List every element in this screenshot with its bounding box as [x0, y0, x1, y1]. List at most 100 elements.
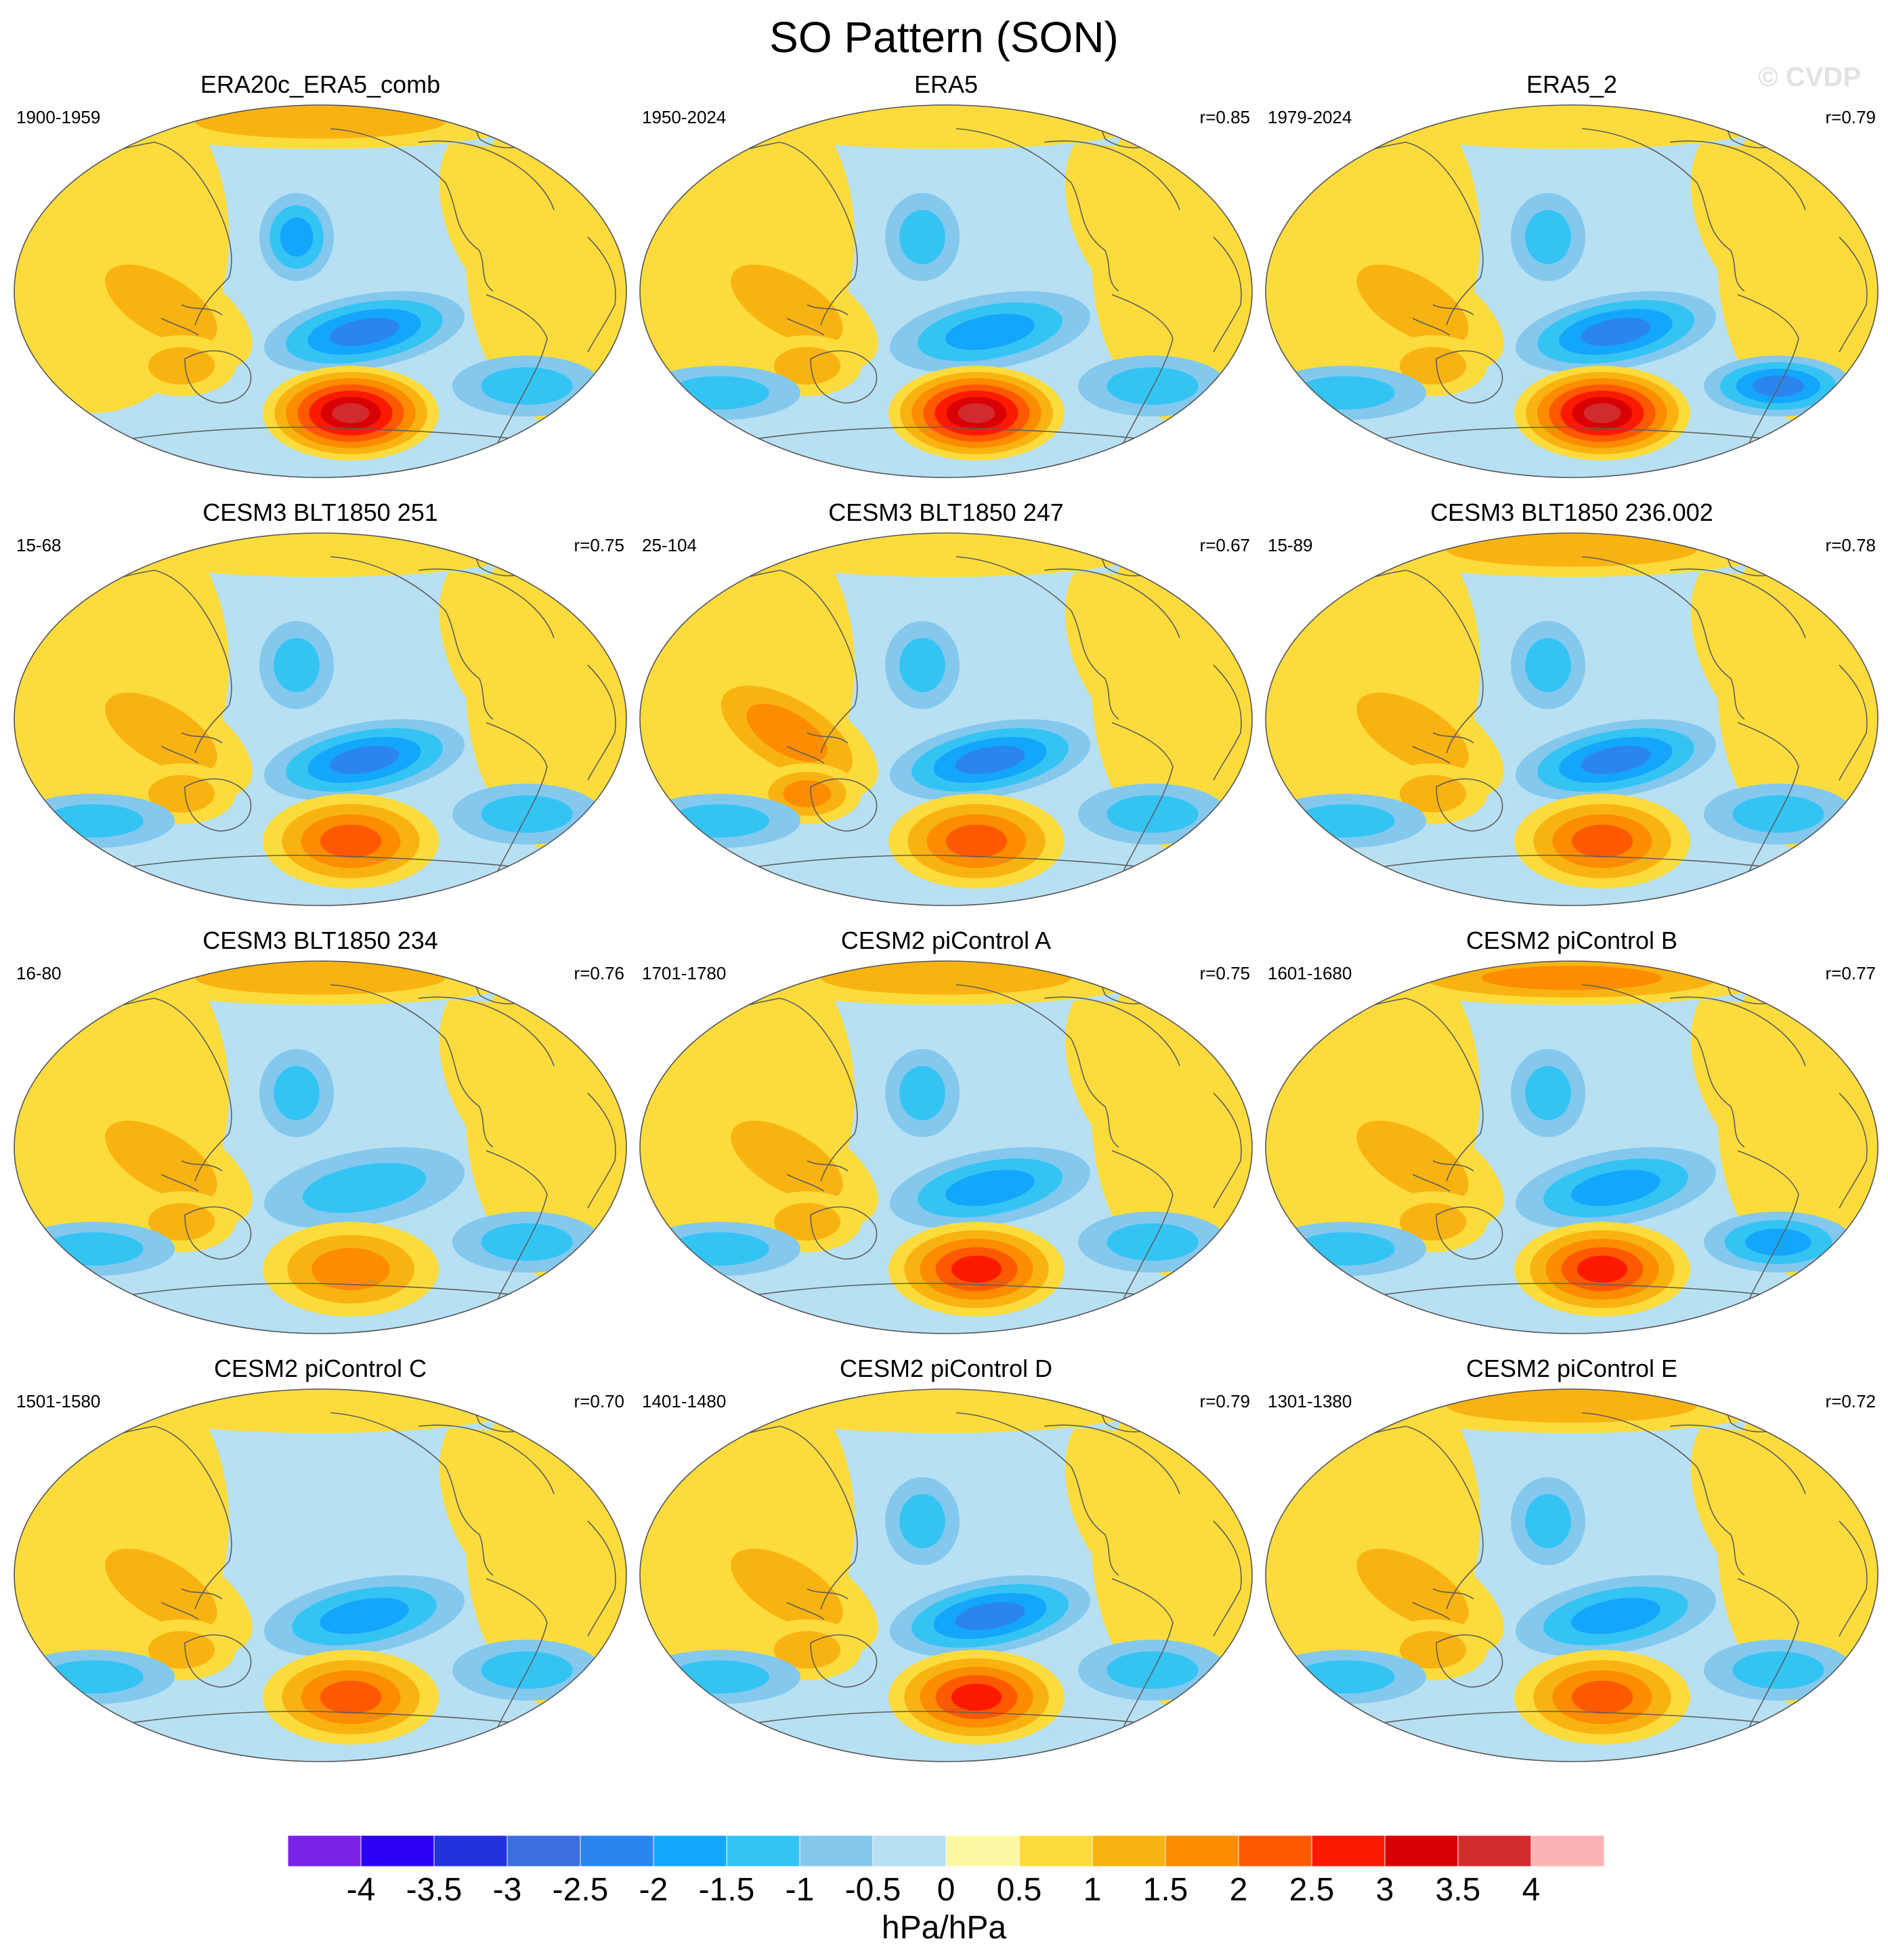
- coastline: [786, 1160, 849, 1192]
- map-svg: [14, 960, 627, 1334]
- contour-positive: [105, 1548, 217, 1629]
- panel-correlation: r=0.79: [1825, 107, 1876, 127]
- contour-positive: [783, 780, 832, 807]
- contour-positive: [105, 264, 217, 345]
- contour-negative: [1525, 210, 1571, 264]
- panel-title: CESM3 BLT1850 234: [202, 926, 438, 954]
- panel-correlation: r=0.85: [1199, 107, 1250, 127]
- coastline: [1581, 128, 1745, 292]
- map-svg: [14, 104, 627, 478]
- coastline: [1213, 236, 1242, 353]
- colorbar-swatch: [433, 1835, 508, 1867]
- colorbar-swatch: [799, 1835, 874, 1867]
- contour-positive: [1583, 403, 1621, 423]
- colorbar-tick-label: 2.5: [1289, 1872, 1335, 1908]
- contour-positive: [958, 403, 995, 423]
- map-border: [14, 532, 627, 906]
- coastline: [1581, 1412, 1745, 1576]
- coastline: [1581, 556, 1745, 720]
- coastline: [1111, 722, 1174, 876]
- colorbar-tick-label: -4: [347, 1872, 376, 1908]
- map-border: [639, 1388, 1253, 1762]
- contour-layer: [14, 105, 626, 461]
- contour-positive: [773, 1631, 841, 1669]
- contour-positive: [731, 1120, 843, 1201]
- panel-years: 25-104: [642, 535, 697, 555]
- contour-negative: [329, 746, 400, 774]
- coastline: [587, 664, 616, 781]
- coastline: [810, 350, 878, 404]
- coastline: [1412, 732, 1474, 764]
- contour-positive: [1690, 125, 1812, 308]
- coastline: [330, 128, 494, 292]
- coastline: [1213, 1520, 1242, 1637]
- contour-negative: [481, 795, 573, 833]
- contour-negative: [899, 210, 945, 264]
- contour-positive: [1356, 264, 1469, 345]
- contour-negative: [1525, 1066, 1571, 1120]
- coastline: [1669, 1424, 1806, 1495]
- map-panel-12: CESM2 piControl E 1301-1380 r=0.72: [1264, 1318, 1880, 1762]
- coastlines: [1290, 1403, 1868, 1732]
- coastline: [1371, 1283, 1779, 1297]
- coastline: [1111, 1578, 1174, 1732]
- panel-title: CESM2 piControl D: [839, 1355, 1053, 1382]
- map-border: [1265, 104, 1879, 478]
- coastline: [956, 556, 1119, 720]
- coastline: [1044, 140, 1180, 211]
- panel-years: 1501-1580: [16, 1391, 101, 1411]
- contour-positive: [332, 403, 370, 423]
- contour-positive: [951, 1684, 1002, 1711]
- contour-positive: [945, 824, 1008, 858]
- contour-positive: [821, 961, 1071, 995]
- panel-correlation: r=0.77: [1825, 963, 1876, 983]
- contour-negative: [955, 1602, 1025, 1630]
- panel-years: 15-89: [1268, 535, 1313, 555]
- panel-title: ERA20c_ERA5_comb: [200, 70, 441, 98]
- map-svg: [639, 960, 1253, 1334]
- contour-positive: [1690, 553, 1812, 736]
- coastline: [1213, 1092, 1242, 1209]
- colorbar-tick-label: -2.5: [553, 1872, 609, 1908]
- map-svg: [1265, 1388, 1879, 1762]
- coastlines: [664, 119, 1242, 448]
- contour-positive: [1399, 347, 1467, 385]
- coastline: [418, 568, 555, 639]
- contour-negative: [669, 1660, 769, 1694]
- coastline: [184, 1634, 252, 1688]
- contour-positive: [320, 824, 382, 858]
- contour-positive: [1446, 533, 1697, 567]
- contour-positive: [1065, 553, 1186, 736]
- coastline: [1737, 1578, 1799, 1732]
- coastline: [1839, 1520, 1868, 1637]
- colorbar-swatch: [1384, 1835, 1459, 1867]
- contour-negative: [274, 1066, 320, 1120]
- coastline: [486, 1150, 548, 1304]
- contour-positive: [148, 1631, 215, 1669]
- map-border: [1265, 960, 1879, 1334]
- cvdp-watermark: © CVDP: [1758, 62, 1861, 92]
- map-svg: [639, 104, 1253, 478]
- coastline: [1436, 1634, 1503, 1688]
- map-border: [14, 104, 627, 478]
- contour-positive: [1399, 1203, 1467, 1241]
- map-border: [1265, 532, 1879, 906]
- coastline: [184, 1206, 252, 1260]
- map-panel-7: CESM3 BLT1850 234 16-80 r=0.76: [12, 890, 628, 1334]
- coastline: [1371, 855, 1779, 869]
- coastline: [1669, 996, 1806, 1067]
- map-svg: [639, 532, 1253, 906]
- contour-negative: [669, 1232, 769, 1266]
- coastline: [1839, 664, 1868, 781]
- contour-positive: [439, 1409, 561, 1592]
- contour-positive: [1065, 981, 1186, 1164]
- coastline: [160, 732, 223, 764]
- coastline: [330, 1412, 494, 1576]
- panel-correlation: r=0.75: [574, 535, 624, 555]
- coastline: [746, 855, 1153, 869]
- contour-negative: [1107, 367, 1199, 405]
- panel-years: 1900-1959: [16, 107, 101, 127]
- colorbar-swatch: [872, 1835, 947, 1867]
- map-border: [639, 532, 1253, 906]
- coastline: [956, 1412, 1119, 1576]
